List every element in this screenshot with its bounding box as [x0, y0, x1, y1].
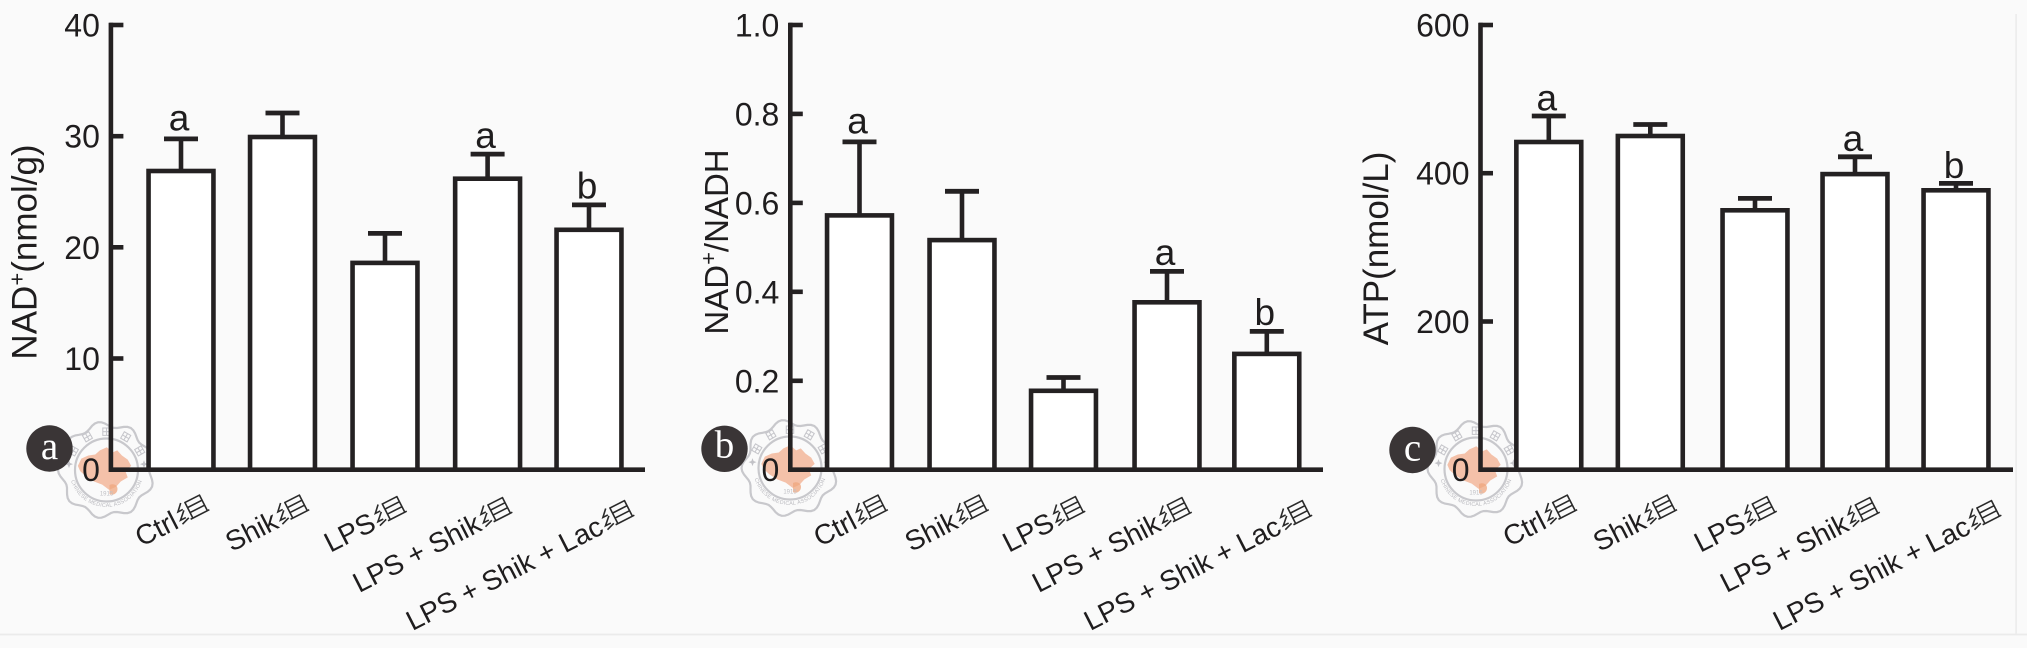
svg-text:40: 40	[64, 8, 100, 44]
svg-text:0.6: 0.6	[735, 185, 779, 221]
svg-text:10: 10	[64, 341, 100, 377]
svg-text:400: 400	[1416, 156, 1469, 192]
svg-text:a: a	[475, 115, 496, 156]
svg-text:a: a	[1537, 78, 1558, 119]
svg-text:a: a	[847, 101, 868, 142]
svg-text:NAD+(nmol/g): NAD+(nmol/g)	[5, 144, 45, 359]
svg-text:0.8: 0.8	[735, 96, 779, 132]
svg-text:600: 600	[1416, 8, 1469, 44]
svg-text:c: c	[1404, 427, 1421, 470]
svg-text:NAD+/NADH: NAD+/NADH	[696, 149, 735, 334]
svg-text:b: b	[715, 423, 735, 466]
svg-text:1.0: 1.0	[735, 8, 779, 44]
svg-text:a: a	[169, 98, 190, 139]
svg-text:0.4: 0.4	[735, 274, 779, 310]
svg-text:30: 30	[64, 119, 100, 155]
svg-text:0: 0	[82, 452, 100, 488]
svg-text:20: 20	[64, 230, 100, 266]
svg-text:a: a	[1843, 118, 1864, 159]
svg-text:0.2: 0.2	[735, 363, 779, 399]
svg-text:ATP(nmol/L): ATP(nmol/L)	[1357, 152, 1396, 346]
svg-text:b: b	[1944, 145, 1965, 186]
svg-text:a: a	[41, 425, 58, 468]
svg-text:a: a	[1155, 232, 1176, 273]
svg-text:200: 200	[1416, 304, 1469, 340]
svg-text:b: b	[577, 166, 598, 207]
svg-text:0: 0	[762, 452, 780, 488]
svg-text:0: 0	[1452, 452, 1470, 488]
svg-text:b: b	[1255, 292, 1276, 333]
